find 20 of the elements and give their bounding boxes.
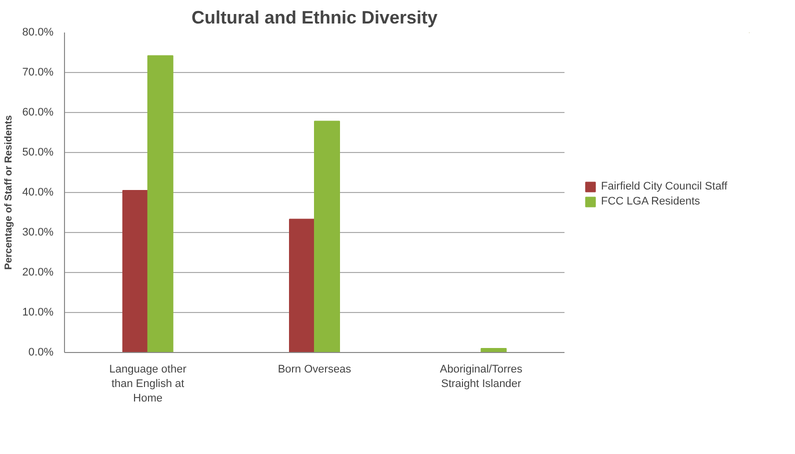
x-tick-label: Language other than English at Home (109, 364, 187, 404)
x-tick-label: Aboriginal/Torres Straight Islander (440, 364, 523, 390)
x-tick-label: Born Overseas (278, 364, 352, 376)
legend-label: Fairfield City Council Staff (601, 180, 728, 192)
y-tick-label: 0.0% (28, 346, 54, 358)
y-tick-label: 50.0% (22, 146, 54, 158)
bar (289, 218, 315, 352)
chart-title: Cultural and Ethnic Diversity (191, 8, 438, 28)
y-tick-label: 40.0% (22, 186, 54, 198)
y-tick-label: 20.0% (22, 266, 54, 278)
bar (314, 120, 340, 352)
y-tick-label: 10.0% (22, 306, 54, 318)
y-tick-label: 60.0% (22, 106, 54, 118)
bar (122, 190, 148, 352)
y-tick-label: 80.0% (22, 26, 54, 38)
y-tick-label: 30.0% (22, 226, 54, 238)
bar (147, 55, 174, 352)
y-tick-label: 70.0% (22, 66, 54, 78)
y-axis-title: Percentage of Staff or Residents (3, 114, 14, 270)
legend-label: FCC LGA Residents (601, 195, 700, 207)
